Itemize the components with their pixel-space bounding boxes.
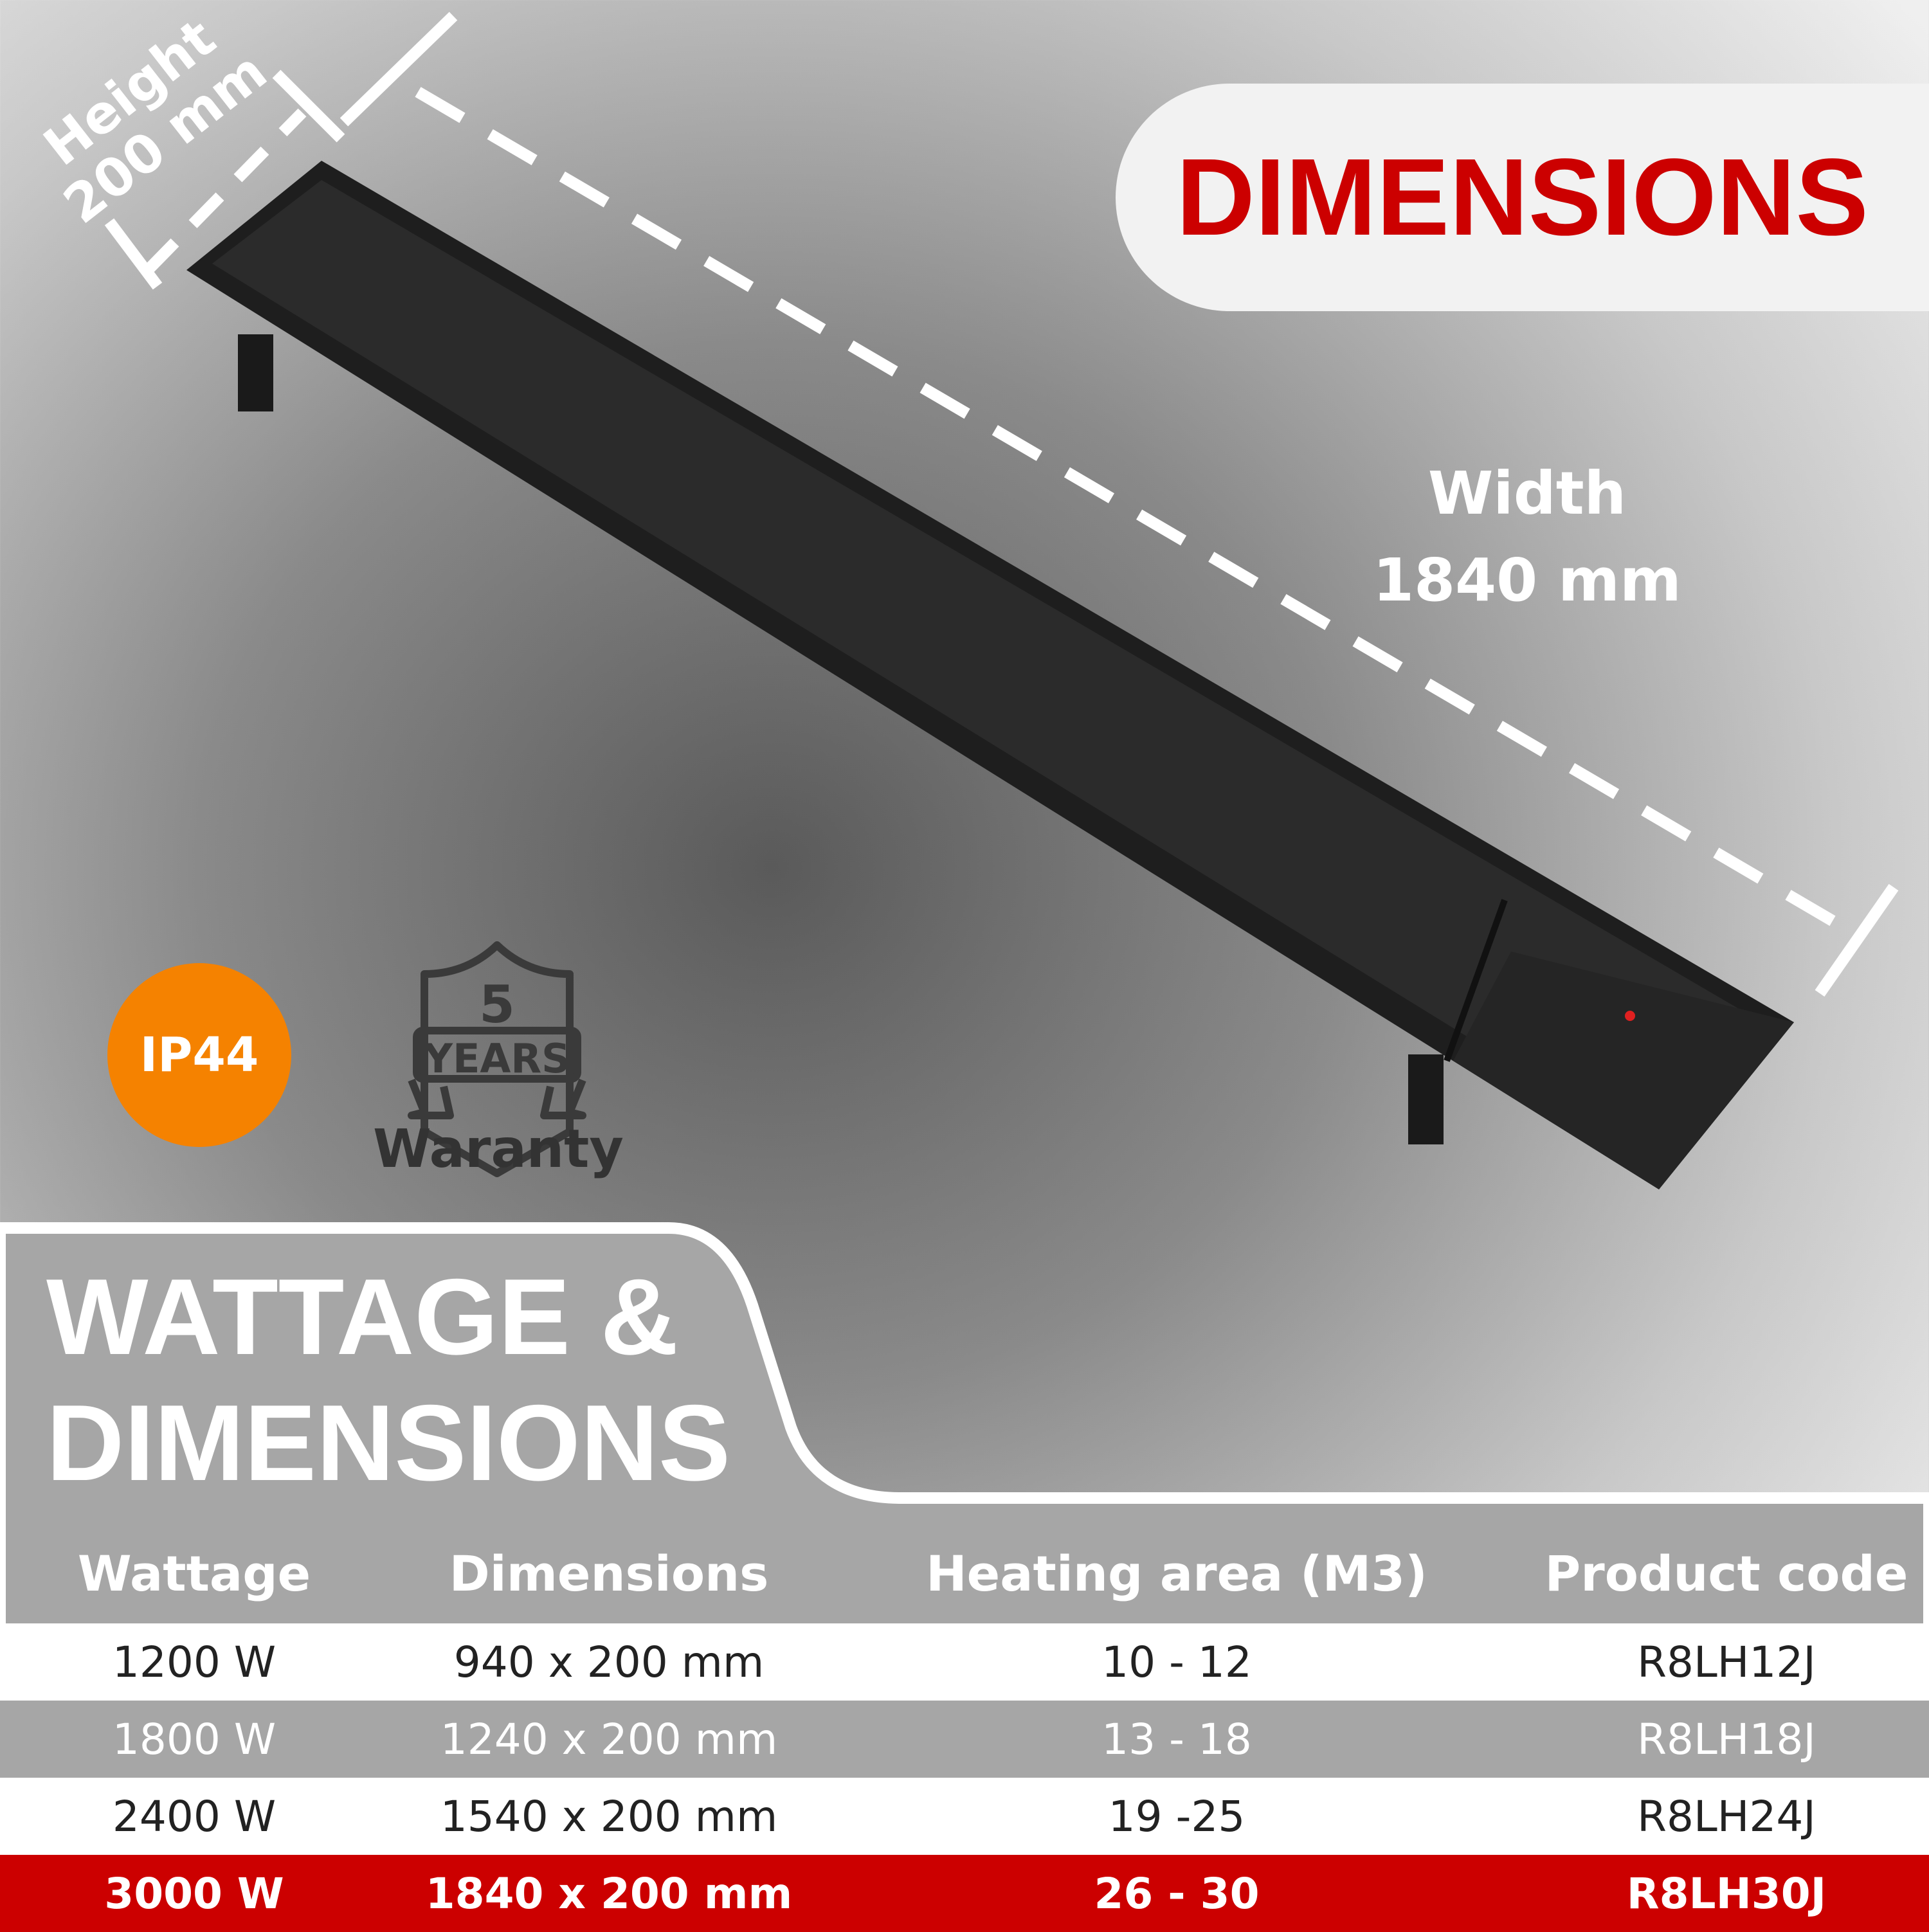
table-header: Wattage Dimensions Heating area (M3) Pro… (0, 1524, 1929, 1623)
header-heating-area: Heating area (M3) (926, 1545, 1427, 1602)
width-dimension-line (415, 87, 1849, 934)
width-end-tick (1815, 883, 1899, 997)
header-product-code: Product code (1544, 1545, 1908, 1602)
ip-rating-badge: IP44 (107, 963, 291, 1147)
page-title: DIMENSIONS (1176, 136, 1869, 258)
panel-title: WATTAGE & DIMENSIONS (46, 1254, 730, 1506)
cell-area: 19 -25 (1108, 1791, 1245, 1841)
panel-title-line1: WATTAGE & (46, 1256, 678, 1377)
cell-wattage: 1200 W (112, 1637, 276, 1687)
width-value: 1840 mm (1373, 546, 1681, 615)
warranty-years-number: 5 (479, 975, 515, 1034)
table-row: 2400 W 1540 x 200 mm 19 -25 R8LH24J (0, 1778, 1929, 1855)
warranty-shield-icon (408, 941, 586, 1177)
header-dimensions: Dimensions (449, 1545, 769, 1602)
cell-wattage: 3000 W (104, 1868, 284, 1918)
specs-table: Wattage Dimensions Heating area (M3) Pro… (0, 1524, 1929, 1932)
width-label: Width 1840 mm (1350, 450, 1704, 624)
width-start-tick (340, 12, 458, 127)
warranty-label: Waranty (373, 1119, 624, 1180)
cell-dimensions: 1840 x 200 mm (425, 1868, 793, 1918)
table-row: 1800 W 1240 x 200 mm 13 - 18 R8LH18J (0, 1701, 1929, 1778)
cell-dimensions: 1240 x 200 mm (440, 1714, 778, 1764)
cell-dimensions: 1540 x 200 mm (440, 1791, 778, 1841)
cell-area: 13 - 18 (1101, 1714, 1252, 1764)
table-row-highlighted: 3000 W 1840 x 200 mm 26 - 30 R8LH30J (0, 1855, 1929, 1932)
heater-image (186, 161, 1794, 1189)
title-pill (1116, 84, 1929, 311)
cell-code: R8LH18J (1637, 1714, 1816, 1764)
cell-wattage: 2400 W (112, 1791, 276, 1841)
height-dimension-line (143, 108, 307, 275)
table-row: 1200 W 940 x 200 mm 10 - 12 R8LH12J (0, 1623, 1929, 1701)
cell-code: R8LH12J (1637, 1637, 1816, 1687)
header-wattage: Wattage (77, 1545, 311, 1602)
height-tick-a (104, 218, 163, 290)
warranty-years-text: YEARS (423, 1035, 570, 1082)
width-label-text: Width (1427, 459, 1627, 528)
cell-code: R8LH30J (1626, 1868, 1827, 1918)
cell-wattage: 1800 W (112, 1714, 276, 1764)
cell-code: R8LH24J (1637, 1791, 1816, 1841)
cell-area: 26 - 30 (1094, 1868, 1260, 1918)
height-tick-b (272, 69, 345, 143)
panel-title-line2: DIMENSIONS (46, 1382, 731, 1503)
cell-dimensions: 940 x 200 mm (453, 1637, 765, 1687)
cell-area: 10 - 12 (1101, 1637, 1252, 1687)
